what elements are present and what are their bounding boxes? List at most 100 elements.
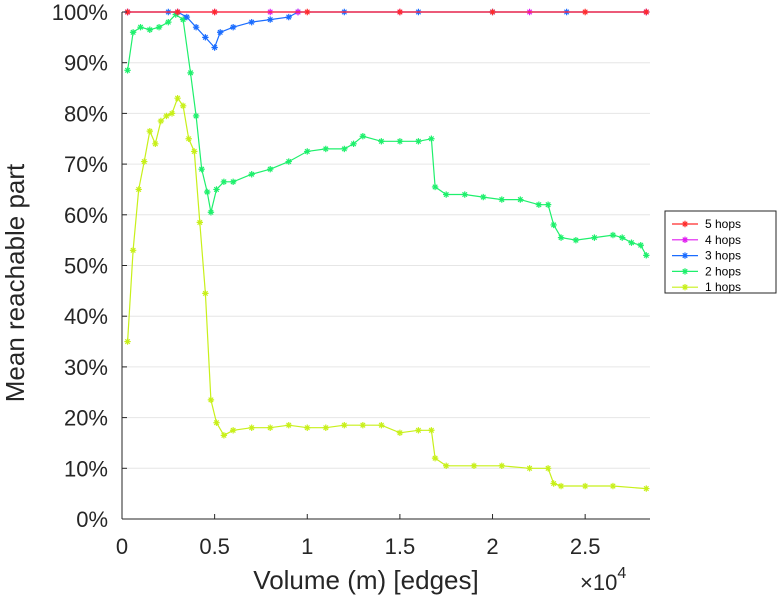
data-point [581, 8, 589, 16]
data-point [204, 188, 211, 196]
legend-swatch-marker [681, 284, 689, 291]
data-point [480, 193, 487, 201]
data-point [619, 234, 626, 241]
data-point [322, 424, 329, 431]
x-tick-label: 0 [116, 534, 128, 559]
axes: 0% 10% 20% 30% 40% 50% 60% 70% 80% 90% 100% 0 0.5 1 1.… [52, 0, 650, 559]
data-point [285, 158, 292, 165]
y-tick-label: 10% [64, 456, 108, 481]
data-point [609, 482, 617, 490]
x-tick-label: 1.5 [385, 534, 416, 559]
data-point [187, 69, 194, 77]
y-tick-label: 90% [64, 51, 108, 76]
y-tick-label: 50% [64, 254, 108, 279]
x-tick-label: 2.5 [570, 534, 601, 559]
legend-item: 1 hops [672, 280, 741, 294]
series-group [124, 8, 650, 492]
data-point [157, 117, 165, 125]
data-point [202, 34, 209, 41]
data-point [550, 480, 557, 487]
data-point [211, 44, 218, 51]
y-tick-label: 100% [52, 0, 108, 25]
data-point [572, 236, 580, 244]
series-2-hops [124, 11, 650, 259]
data-point [248, 424, 255, 431]
legend-box [664, 210, 777, 294]
data-point [220, 432, 228, 439]
legend-swatch-marker [681, 220, 689, 228]
y-tick-label: 40% [64, 304, 108, 329]
data-point [443, 462, 450, 469]
data-point [443, 191, 450, 198]
data-point [341, 145, 348, 153]
y-tick-label: 0% [76, 507, 108, 532]
legend-label: 2 hops [705, 264, 741, 278]
data-point [643, 8, 650, 16]
data-point [146, 26, 153, 33]
data-point [174, 94, 181, 102]
data-point [285, 13, 292, 21]
data-point [146, 127, 153, 135]
data-point [129, 29, 137, 36]
legend-item: 4 hops [672, 233, 741, 247]
data-point [202, 290, 209, 297]
series-3-hops [124, 8, 650, 51]
data-point [213, 186, 220, 193]
legend-item: 5 hops [672, 217, 741, 231]
legend-label: 1 hops [705, 280, 741, 294]
data-point [550, 221, 557, 229]
data-point [141, 158, 148, 165]
x-multiplier-label: ×104 [580, 565, 626, 595]
x-tick-label: 2 [486, 534, 498, 559]
data-point [248, 18, 255, 26]
legend-item: 3 hops [672, 249, 741, 263]
data-point [168, 110, 176, 117]
data-point [155, 24, 163, 31]
data-point [267, 424, 274, 431]
data-point [216, 29, 224, 36]
data-point [179, 16, 187, 23]
data-point [544, 465, 552, 472]
data-point [129, 247, 137, 254]
data-point [378, 138, 385, 145]
data-point [220, 178, 228, 186]
data-point [498, 196, 505, 203]
data-point [581, 482, 589, 490]
data-point [359, 133, 367, 140]
data-point [609, 231, 617, 239]
data-point [163, 112, 170, 120]
data-point [591, 234, 598, 241]
data-point [229, 24, 237, 31]
legend-swatch-marker [681, 236, 689, 243]
data-point [396, 138, 404, 145]
data-point [304, 148, 311, 155]
data-point [179, 102, 187, 109]
y-tick-label: 70% [64, 152, 108, 177]
data-point [470, 462, 478, 469]
data-point [428, 427, 435, 434]
data-point [396, 8, 404, 16]
data-point [415, 138, 422, 145]
data-point [637, 242, 644, 249]
series-5-hops [124, 8, 650, 16]
legend-label: 3 hops [705, 249, 741, 263]
data-point [628, 239, 635, 246]
x-tick-label: 1 [301, 534, 313, 559]
y-tick-label: 30% [64, 355, 108, 380]
y-axis-title: Mean reachable part [0, 163, 30, 402]
series-line [127, 11, 647, 49]
legend-label: 5 hops [705, 217, 741, 231]
data-point [213, 419, 220, 426]
legend-label: 4 hops [705, 233, 741, 247]
data-point [461, 191, 468, 198]
legend-swatch-marker [681, 268, 689, 275]
data-point [359, 422, 367, 429]
data-point [165, 18, 172, 26]
x-multiplier-base: ×10 [580, 570, 617, 595]
data-point [192, 24, 200, 31]
data-point [196, 219, 204, 226]
data-point [207, 396, 215, 404]
y-tick-label: 80% [64, 101, 108, 126]
